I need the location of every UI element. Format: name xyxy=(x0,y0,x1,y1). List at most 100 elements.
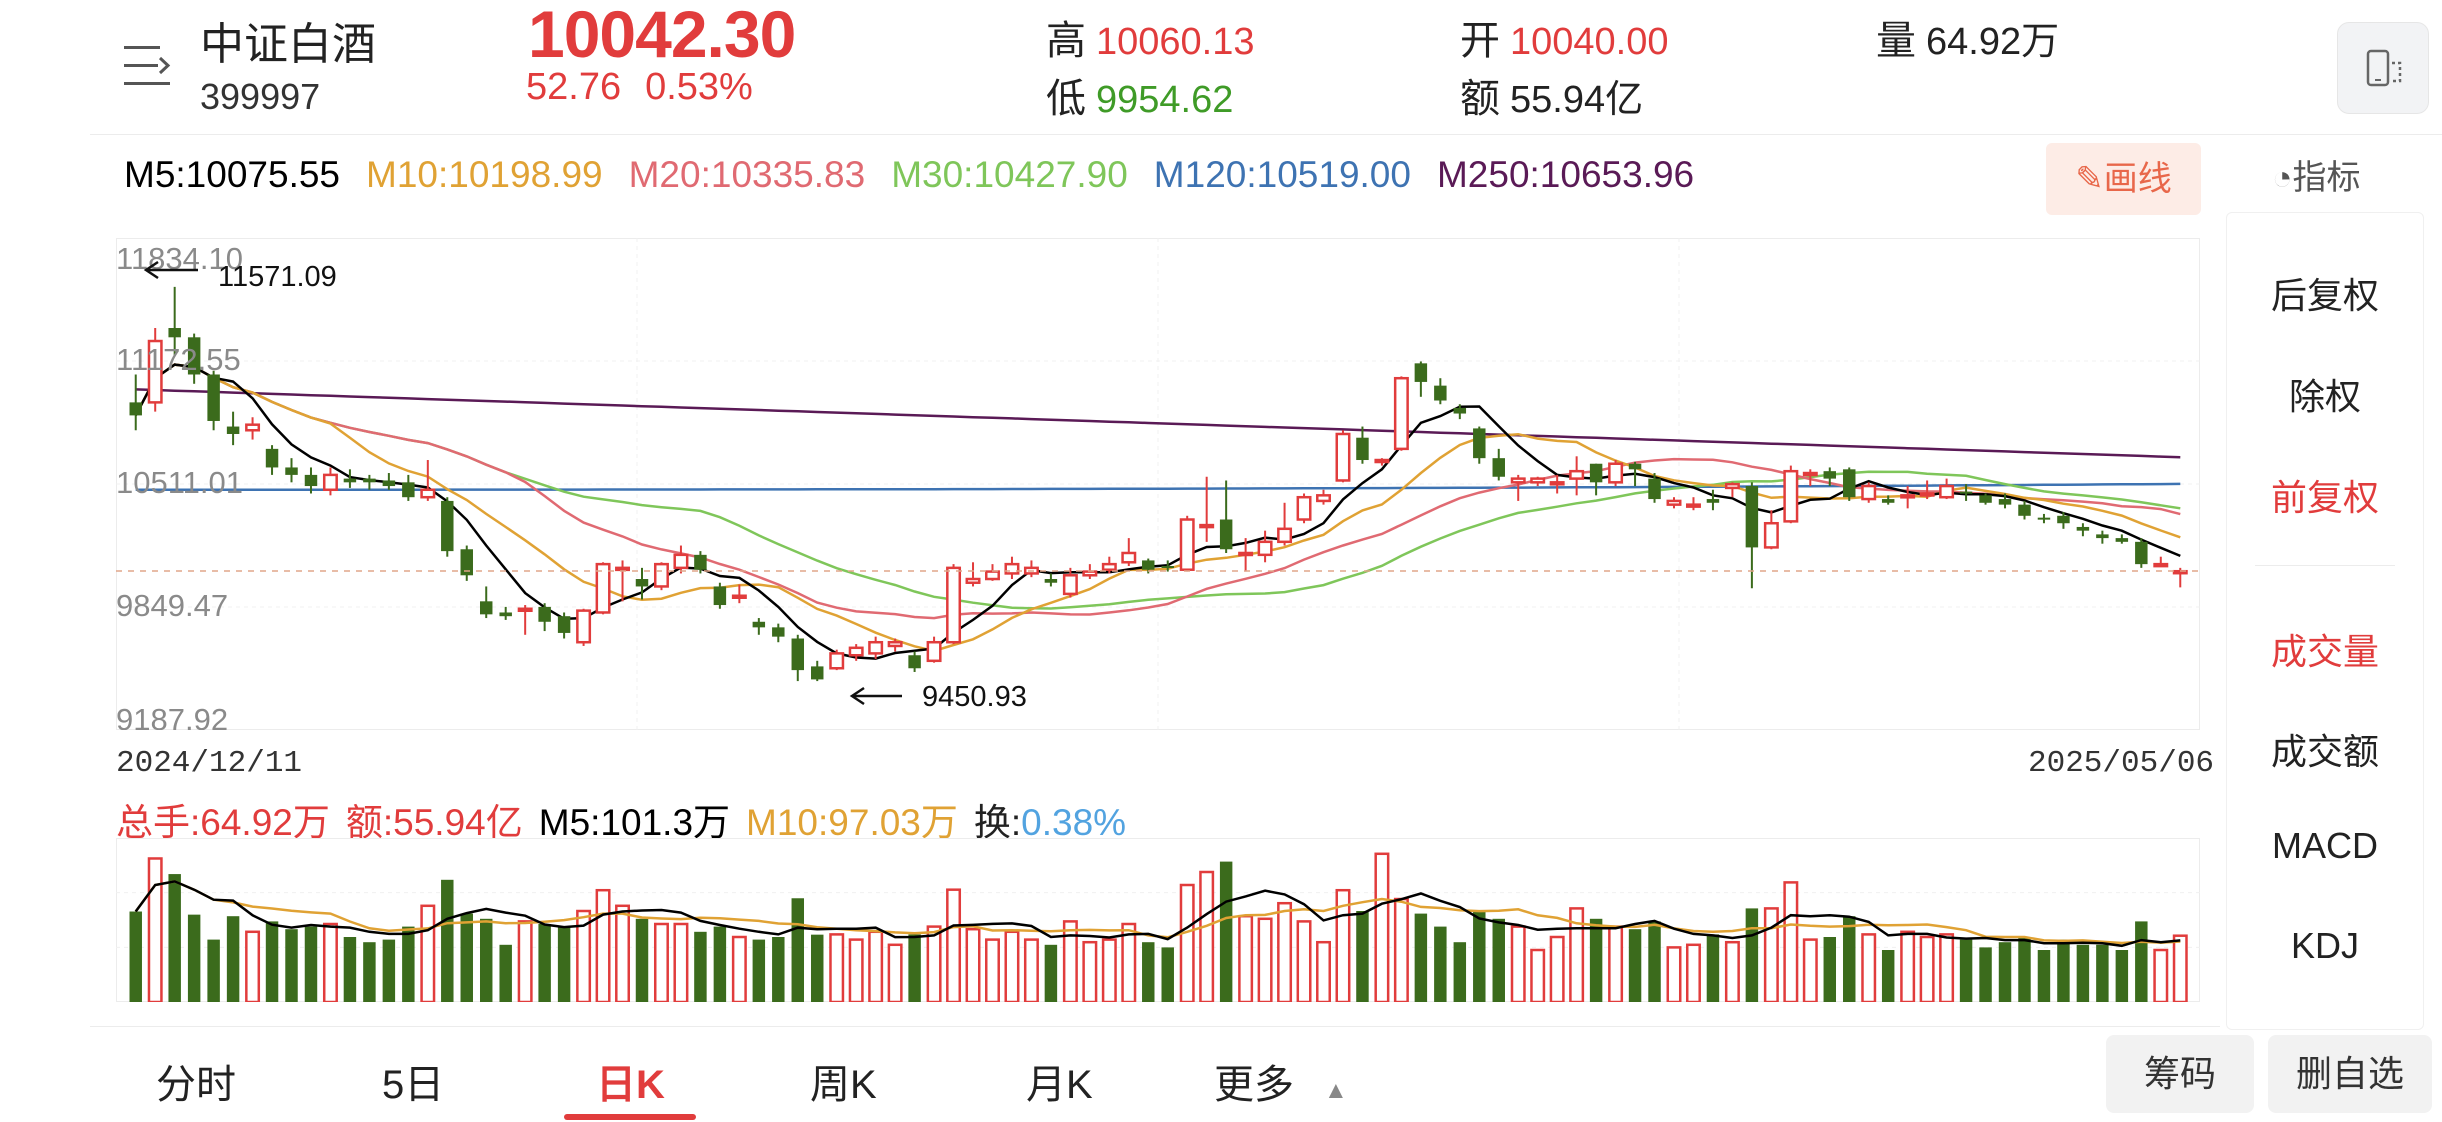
volume-bar-up xyxy=(985,938,1000,1002)
candle-down xyxy=(285,467,298,475)
volume-bar-up xyxy=(1199,870,1215,1002)
candle-down xyxy=(187,337,201,375)
candle-up xyxy=(1724,482,1740,490)
tab-daily-k[interactable]: 日K xyxy=(596,1063,665,1107)
candle-up xyxy=(1238,551,1254,557)
change-value: 52.76 xyxy=(526,66,622,108)
candle-down xyxy=(304,474,318,487)
tab-weekly-k[interactable]: 周K xyxy=(810,1063,877,1107)
candle-up xyxy=(1199,523,1215,529)
ma10-line xyxy=(134,363,2181,653)
candle-up xyxy=(1530,477,1546,484)
volume-bar-up xyxy=(1335,888,1351,1002)
candle-down xyxy=(1434,385,1447,401)
volume-bar-down xyxy=(2135,921,2148,1002)
candle-down xyxy=(207,374,220,421)
candle-down xyxy=(382,480,396,487)
candle-down xyxy=(226,426,240,434)
candle-down xyxy=(1628,463,1642,470)
volume-bar-down xyxy=(1628,929,1642,1002)
candle-up xyxy=(1685,503,1701,508)
candle-down xyxy=(1142,560,1155,570)
volume-bar-up xyxy=(946,888,962,1002)
volume-bar-down xyxy=(1823,937,1837,1002)
rp-amount[interactable]: 成交额 xyxy=(2270,731,2379,772)
volume-bar-down xyxy=(772,937,785,1002)
amount-label: 额 xyxy=(1460,77,1500,121)
candle-up xyxy=(420,488,436,499)
tab-5day[interactable]: 5日 xyxy=(382,1063,445,1107)
ma30-value: M30:10427.90 xyxy=(891,154,1128,195)
stat-amount: 额 55.94亿 xyxy=(1460,66,1643,124)
candle-up xyxy=(147,339,163,404)
candle-down xyxy=(1044,579,1058,583)
chips-button[interactable]: 筹码 xyxy=(2106,1035,2254,1113)
landscape-button[interactable] xyxy=(2337,22,2429,114)
stat-low: 低 9954.62 xyxy=(1046,66,1233,124)
candle-up xyxy=(1802,471,1818,477)
candle-down xyxy=(168,328,181,338)
volume-bar-up xyxy=(595,888,611,1002)
candle-down xyxy=(1356,437,1369,461)
annotation-low: 9450.93 xyxy=(849,681,1027,713)
volume-bar-down xyxy=(1453,942,1467,1002)
volume-chart[interactable] xyxy=(116,838,2200,1002)
volume-bar-down xyxy=(1414,913,1428,1002)
volume-bar-up xyxy=(1062,920,1078,1002)
remove-watchlist-button[interactable]: 删自选 xyxy=(2268,1035,2432,1113)
tab-intraday[interactable]: 分时 xyxy=(156,1063,236,1107)
volume-bar-up xyxy=(1121,922,1137,1002)
candle-up xyxy=(1569,469,1585,480)
candle-up xyxy=(673,553,689,570)
ma10-value: M10:10198.99 xyxy=(366,154,603,195)
total-volume: 总手:64.92万 xyxy=(116,802,330,843)
candle-up xyxy=(1549,481,1565,486)
volume-bar-down xyxy=(168,874,181,1002)
kline-chart[interactable]: 11834.10 11172.55 10511.01 9849.47 9187.… xyxy=(116,238,2200,730)
volume-bar-up xyxy=(576,909,592,1002)
volume-bar-up xyxy=(420,904,436,1002)
volume-bar-down xyxy=(713,926,727,1002)
volume-label: 量 xyxy=(1876,19,1916,63)
header-divider xyxy=(90,134,2442,135)
candle-up xyxy=(965,577,981,584)
candle-up xyxy=(926,640,942,663)
rp-back-adjust[interactable]: 后复权 xyxy=(2270,275,2379,316)
tab-monthly-k[interactable]: 月K xyxy=(1026,1063,1093,1107)
rp-forward-adjust[interactable]: 前复权 xyxy=(2270,477,2379,518)
menu-icon[interactable] xyxy=(124,44,172,88)
volume-bar-down xyxy=(1161,947,1174,1002)
candle-down xyxy=(811,666,824,680)
ma5-value: M5:10075.55 xyxy=(124,154,341,195)
candle-down xyxy=(1979,495,1992,503)
volume-bar-up xyxy=(1724,940,1740,1002)
volume-bar-down xyxy=(1356,911,1369,1002)
candle-up xyxy=(1763,521,1779,549)
rp-divider xyxy=(2255,565,2395,566)
indicator-button[interactable]: ◔指标 xyxy=(2272,150,2361,199)
volume-bar-up xyxy=(1861,933,1877,1002)
volume-bar-up xyxy=(1530,948,1546,1002)
volume-bar-up xyxy=(1277,901,1293,1002)
candle-down xyxy=(1414,363,1428,382)
tab-more[interactable]: 更多 ▲ xyxy=(1214,1052,1348,1110)
high-value: 10060.13 xyxy=(1096,21,1255,63)
rp-volume[interactable]: 成交量 xyxy=(2270,631,2379,672)
volume-bar-down xyxy=(1434,926,1447,1002)
candle-up xyxy=(1062,574,1078,596)
volume-bar-up xyxy=(1549,935,1565,1002)
volume-bar-up xyxy=(1393,897,1409,1002)
rp-kdj[interactable]: KDJ xyxy=(2290,925,2359,966)
stat-open: 开 10040.00 xyxy=(1460,8,1669,66)
rp-macd[interactable]: MACD xyxy=(2272,825,2378,866)
candle-down xyxy=(635,579,649,587)
rp-ex-rights[interactable]: 除权 xyxy=(2288,376,2361,417)
draw-line-button[interactable]: ✎画线 xyxy=(2046,143,2201,215)
candle-up xyxy=(1121,551,1137,564)
candle-up xyxy=(868,640,884,655)
volume-bar-up xyxy=(673,922,689,1002)
ma5-line xyxy=(134,363,2181,660)
ma20-value: M20:10335.83 xyxy=(628,154,866,195)
candle-down xyxy=(2076,526,2090,531)
candle-up xyxy=(887,640,903,648)
